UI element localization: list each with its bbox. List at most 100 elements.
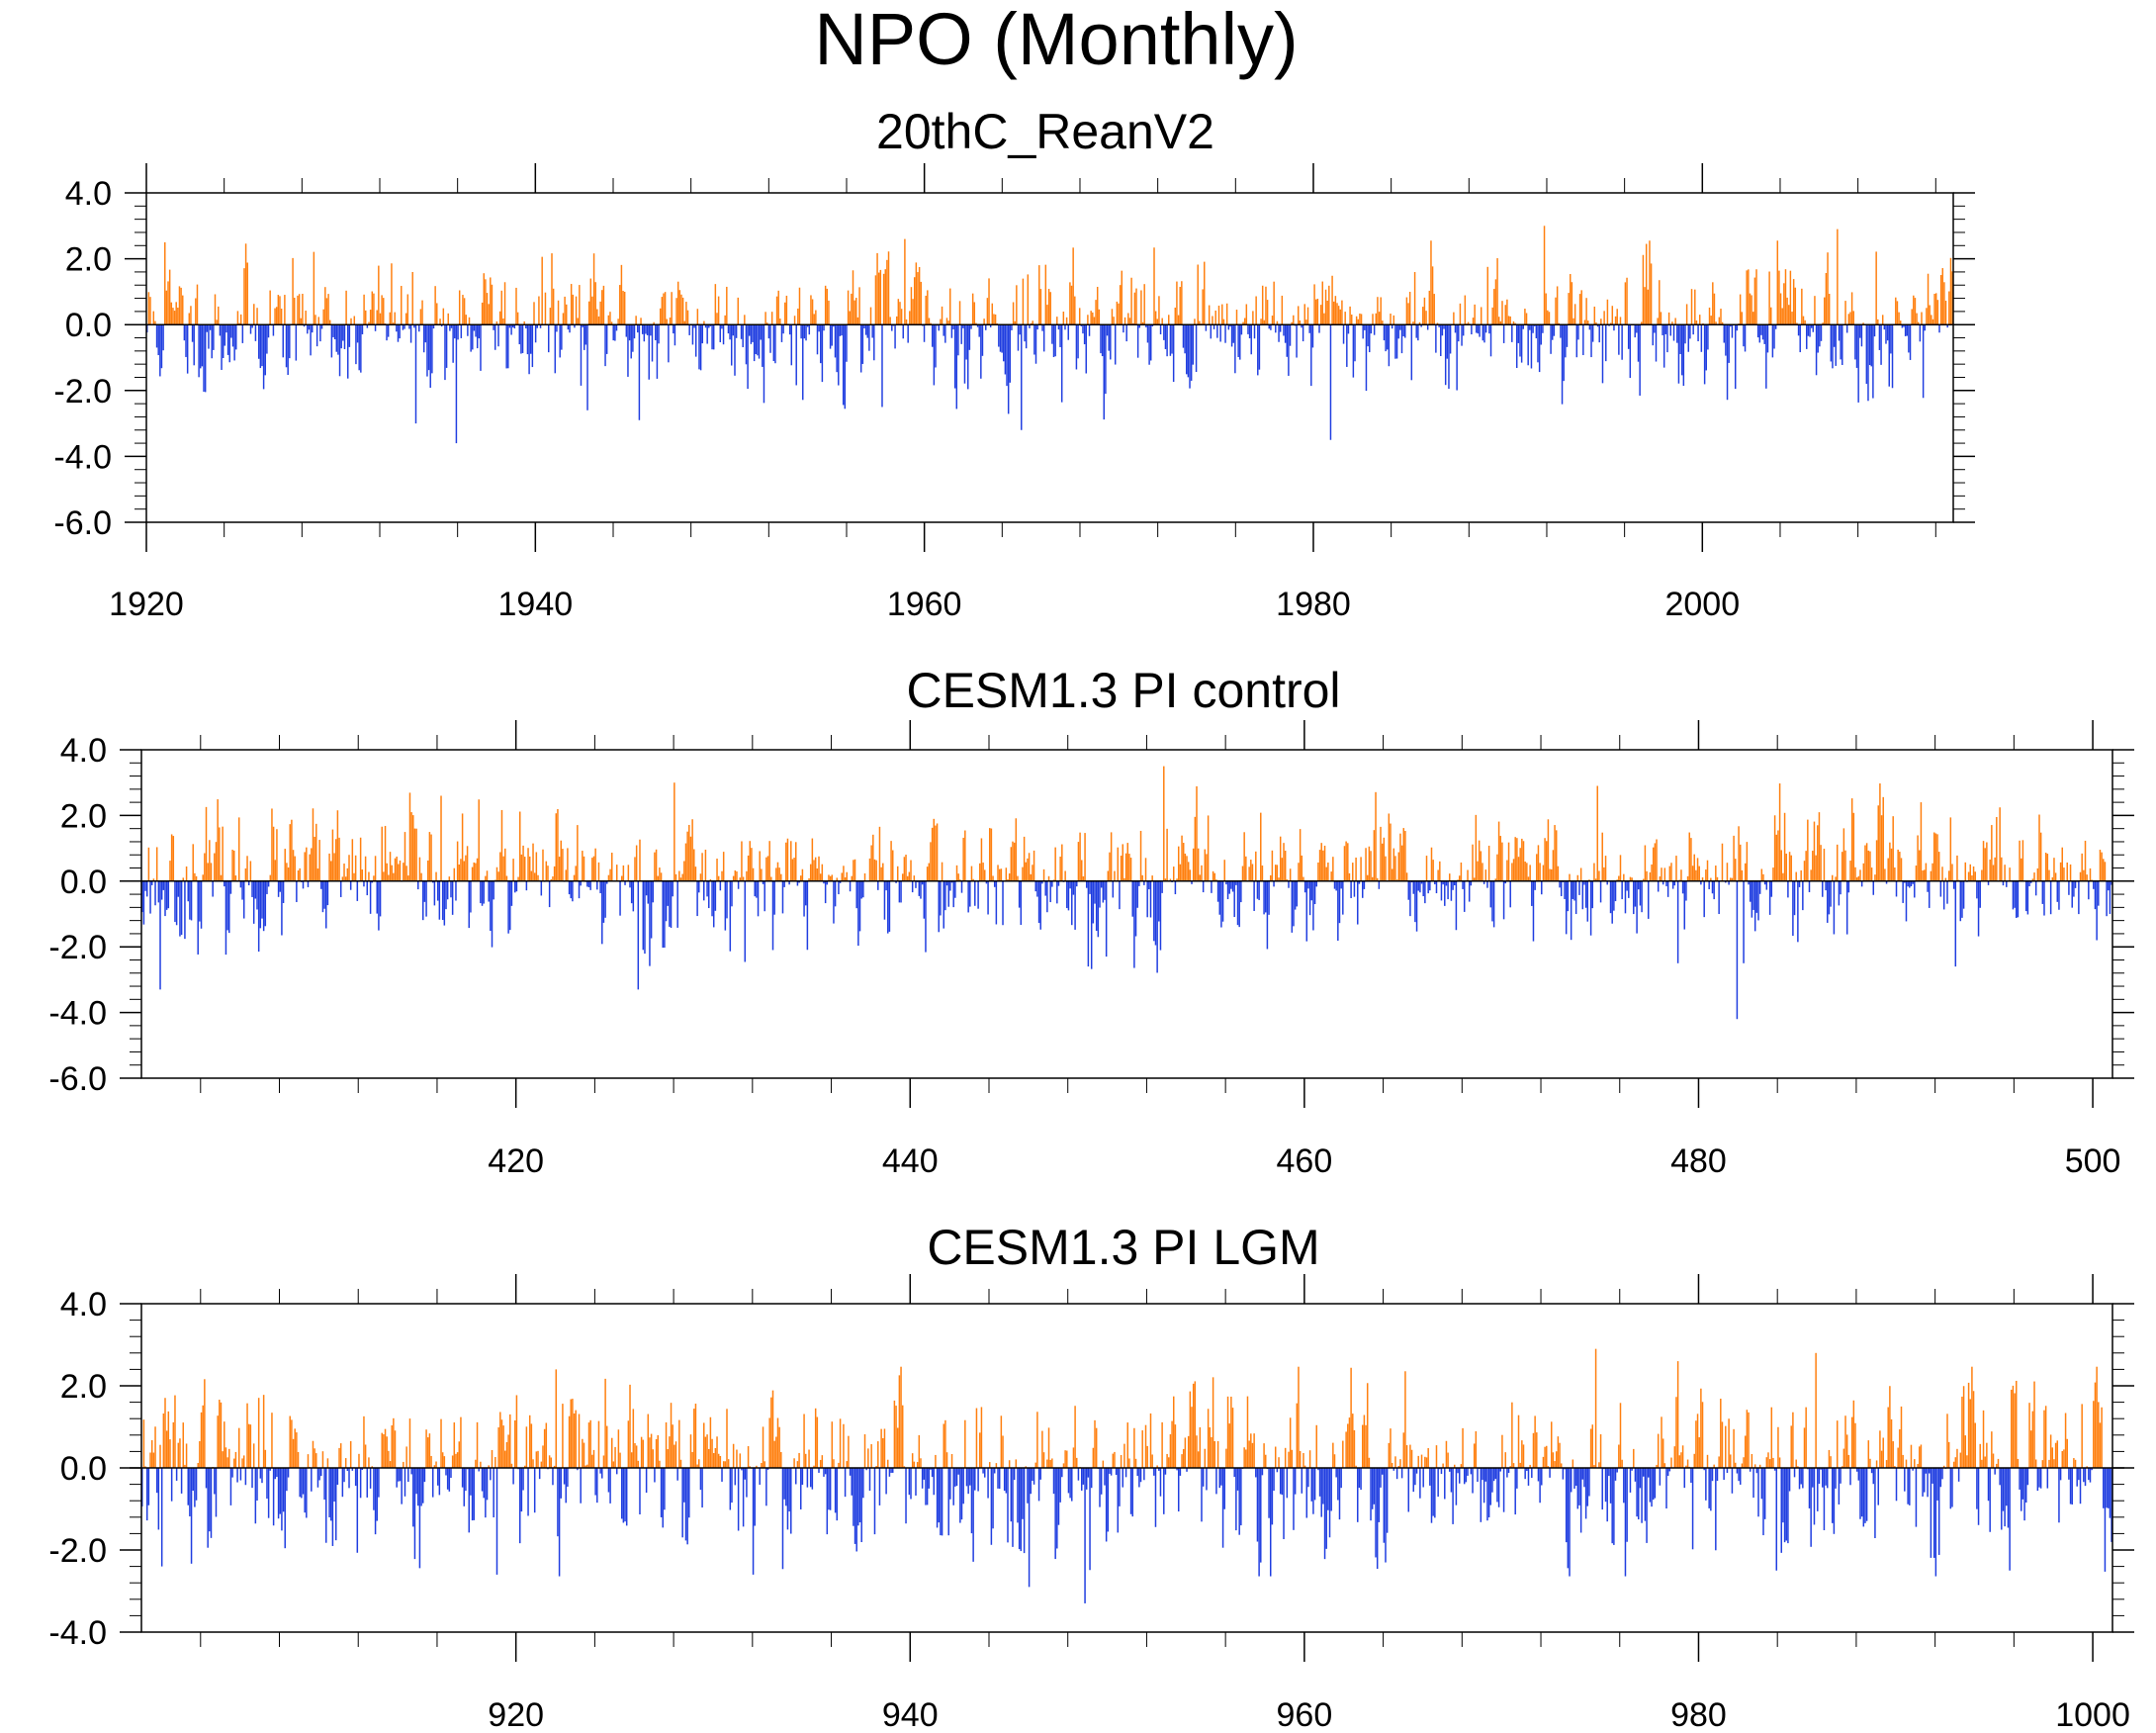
bar-positive [2063,1449,2065,1468]
bar-positive [722,852,725,881]
bar-positive [2069,864,2072,881]
bar-negative [1736,324,1739,331]
bar-negative [1689,324,1691,339]
bar-positive [522,845,524,881]
bar-positive [1253,1433,1255,1468]
bar-positive [1133,292,1136,325]
bar-positive [368,871,370,881]
bar-negative [1034,880,1036,892]
bar-negative [925,880,927,953]
bar-positive [1248,866,1250,881]
bar-negative [572,880,574,902]
bar-positive [993,314,995,325]
bar-negative [222,324,225,359]
bar-negative [418,1468,421,1569]
bar-negative [977,1468,979,1492]
bar-positive [1624,282,1627,325]
bar-negative [639,1468,641,1515]
bar-positive [1326,300,1328,325]
bar-positive [378,265,380,325]
bar-negative [1229,324,1231,327]
bar-negative [995,880,998,925]
bar-negative [1311,324,1314,348]
bar-positive [2011,1389,2013,1468]
bar-negative [214,1468,216,1495]
bar-positive [607,315,610,325]
bar-negative [703,880,705,901]
bar-negative [2049,880,2052,915]
bar-negative [1071,880,1073,926]
bar-negative [766,1468,769,1470]
bar-positive [1417,1455,1419,1468]
bar-negative [1195,324,1198,373]
bar-positive [1744,863,1747,881]
bar-positive [1695,869,1697,881]
bar-negative [422,880,424,921]
bar-positive [810,295,812,325]
bar-positive [1245,1449,1247,1468]
bar-negative [885,880,887,891]
bar-negative [476,324,479,349]
bar-negative [1191,880,1193,884]
bar-positive [336,810,339,881]
bar-negative [1760,324,1762,335]
bar-positive [1023,836,1026,881]
bar-negative [1307,880,1309,889]
bar-positive [824,285,827,325]
bar-negative [1954,880,1957,967]
bar-positive [1181,281,1183,325]
bar-negative [1713,880,1715,900]
bar-positive [1303,304,1305,325]
bar-positive [1897,1447,1899,1468]
bar-negative [615,324,618,331]
bar-negative [759,1468,761,1485]
bar-negative [1957,1468,1960,1482]
bar-negative [160,324,163,369]
bar-negative [960,880,963,893]
bar-positive [348,855,350,881]
bar-negative [1087,1468,1090,1478]
bar-negative [1793,880,1796,916]
bar-negative [1151,324,1154,326]
bar-negative [1502,1468,1505,1512]
bar-positive [1189,1391,1192,1468]
bar-negative [354,1468,357,1487]
bar-positive [768,841,770,881]
bar-positive [2083,869,2085,881]
bar-positive [693,1409,695,1468]
bar-negative [310,324,312,356]
x-tick-label: 1000 [2055,1696,2130,1733]
bar-negative [1563,324,1565,382]
bar-positive [1186,856,1188,881]
bar-positive [1994,857,1996,881]
bar-positive [418,857,421,881]
bar-positive [243,268,245,325]
bar-negative [963,324,966,384]
bar-positive [1129,858,1132,881]
bar-positive [1568,293,1570,325]
bar-negative [1172,324,1175,383]
bar-positive [785,295,788,325]
bar-negative [2106,1468,2108,1508]
bar-positive [736,1449,738,1468]
bar-positive [1739,844,1742,881]
bar-positive [1603,311,1605,325]
bar-positive [689,1434,692,1468]
bar-negative [938,324,941,331]
bar-positive [1187,862,1190,881]
bar-positive [1480,307,1482,325]
bar-positive [591,296,593,325]
bar-negative [1210,324,1213,339]
bar-negative [446,880,449,900]
bar-positive [572,1399,574,1468]
bar-negative [308,324,311,330]
bar-positive [1956,855,1958,881]
bar-positive [991,303,994,325]
bar-positive [1844,301,1846,325]
bar-negative [1765,324,1767,389]
bar-negative [1928,880,1931,908]
bar-positive [1192,1383,1195,1468]
bar-positive [1315,1424,1317,1468]
bar-negative [998,324,1000,347]
bar-positive [435,871,437,881]
